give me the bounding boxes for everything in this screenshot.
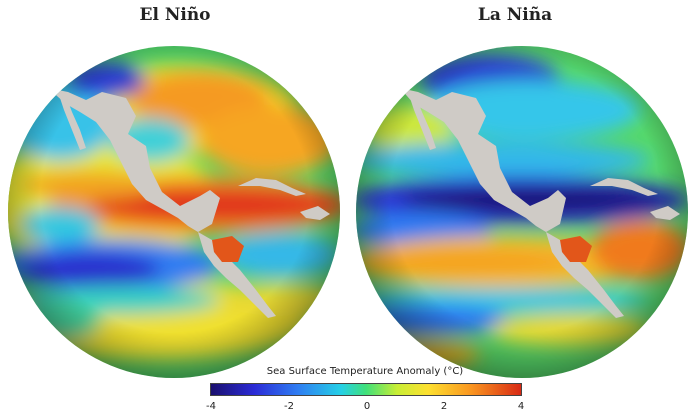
el-nino-title: El Niño [139, 5, 211, 25]
la-nina-title: La Niña [477, 5, 553, 25]
tick-label: 4 [517, 401, 525, 412]
tick-label: 2 [440, 401, 448, 412]
la-nina-globe [356, 46, 688, 378]
tick-label: 0 [363, 401, 371, 412]
el-nino-globe [8, 46, 340, 378]
tick-label: -2 [284, 401, 294, 412]
legend-title: Sea Surface Temperature Anomaly (°C) [266, 366, 464, 377]
tick-label: -4 [206, 401, 216, 412]
temperature-colorbar [210, 383, 522, 396]
